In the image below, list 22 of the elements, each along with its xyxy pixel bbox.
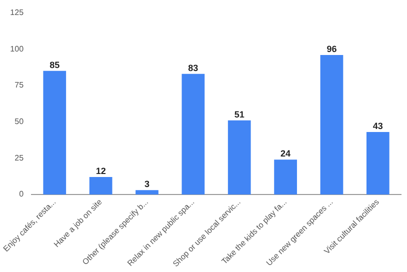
bar xyxy=(89,177,112,194)
data-label: 85 xyxy=(50,60,60,70)
bar xyxy=(320,54,344,194)
data-label: 12 xyxy=(96,166,106,176)
data-label: 83 xyxy=(188,62,198,73)
y-tick-label: 75 xyxy=(14,80,24,90)
y-tick-label: 100 xyxy=(10,44,24,54)
data-label: 3 xyxy=(144,179,150,190)
bar xyxy=(366,132,390,194)
data-label: 43 xyxy=(372,120,383,131)
bar xyxy=(228,120,251,194)
y-tick-label: 0 xyxy=(19,190,24,199)
bar xyxy=(43,70,66,194)
data-label: 51 xyxy=(234,109,244,120)
data-label: 24 xyxy=(280,148,291,159)
y-tick-label: 125 xyxy=(10,8,24,18)
y-tick-label: 50 xyxy=(14,116,24,126)
bar xyxy=(136,190,158,194)
bar xyxy=(274,160,297,194)
data-label: 96 xyxy=(326,44,337,54)
y-tick-label: 25 xyxy=(14,153,24,162)
bar xyxy=(182,74,205,194)
